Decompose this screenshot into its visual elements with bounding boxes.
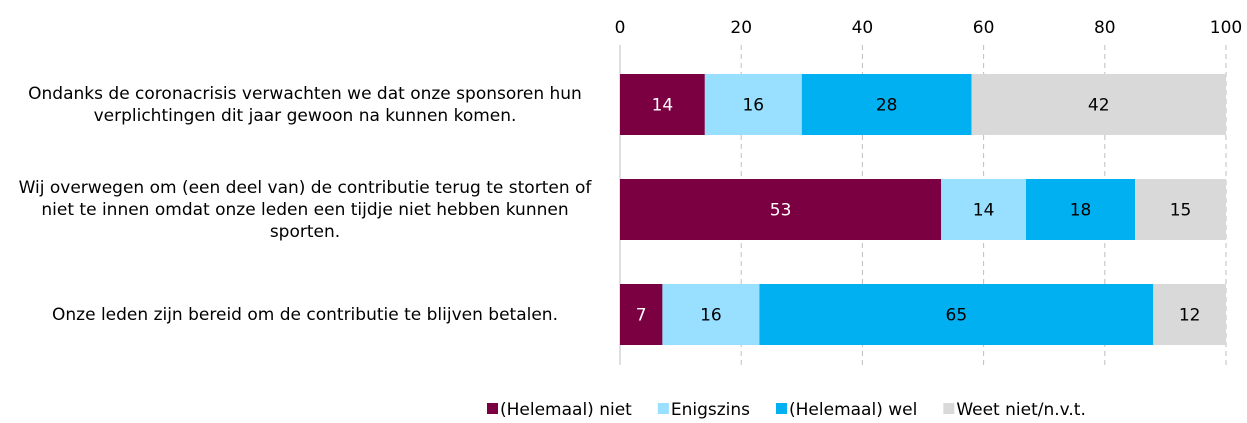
data-label: 53 bbox=[770, 201, 792, 221]
data-label: 42 bbox=[1088, 96, 1110, 116]
category-label: Ondanks de coronacrisis verwachten we da… bbox=[28, 83, 582, 126]
legend-swatch bbox=[776, 403, 788, 414]
bar-segment bbox=[1026, 179, 1136, 240]
legend-label: Enigszins bbox=[671, 400, 750, 420]
x-tick-label: 60 bbox=[973, 18, 995, 38]
data-label: 7 bbox=[636, 306, 647, 326]
legend-label: Weet niet/n.v.t. bbox=[956, 400, 1086, 420]
data-label: 14 bbox=[652, 96, 674, 116]
bar-segment bbox=[1135, 179, 1226, 240]
x-tick-label: 80 bbox=[1094, 18, 1116, 38]
data-label: 18 bbox=[1070, 201, 1092, 221]
x-tick-label: 20 bbox=[730, 18, 752, 38]
legend-swatch bbox=[657, 403, 669, 414]
legend-label: (Helemaal) wel bbox=[789, 400, 917, 420]
data-label: 15 bbox=[1170, 201, 1192, 221]
bar-segment bbox=[941, 179, 1027, 240]
data-label: 65 bbox=[946, 306, 968, 326]
legend-swatch bbox=[943, 403, 955, 414]
bar-segment bbox=[1153, 284, 1226, 345]
data-label: 12 bbox=[1179, 306, 1201, 326]
bar-segment bbox=[801, 74, 972, 135]
data-label: 16 bbox=[742, 96, 764, 116]
x-tick-label: 100 bbox=[1210, 18, 1242, 38]
legend-label: (Helemaal) niet bbox=[500, 400, 632, 420]
bar-segment bbox=[971, 74, 1226, 135]
bar-segment bbox=[704, 74, 802, 135]
data-label: 28 bbox=[876, 96, 898, 116]
bar-segment bbox=[620, 284, 663, 345]
category-label: Wij overwegen om (een deel van) de contr… bbox=[18, 177, 592, 242]
bar-segment bbox=[620, 179, 942, 240]
category-label: Onze leden zijn bereid om de contributie… bbox=[52, 304, 558, 325]
bar-segment bbox=[759, 284, 1154, 345]
x-tick-label: 0 bbox=[615, 18, 626, 38]
bar-segment bbox=[662, 284, 760, 345]
data-label: 14 bbox=[973, 201, 995, 221]
legend-swatch bbox=[487, 403, 498, 414]
x-tick-label: 40 bbox=[852, 18, 874, 38]
bar-segment bbox=[620, 74, 705, 135]
data-label: 16 bbox=[700, 306, 722, 326]
